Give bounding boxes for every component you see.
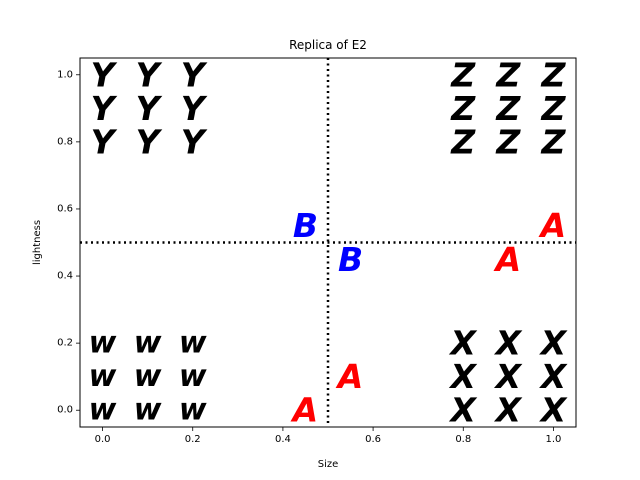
marker-z-9: Z: [450, 55, 476, 94]
marker-x-29: X: [539, 324, 568, 363]
chart-title: Replica of E2: [289, 38, 367, 52]
marker-z-16: Z: [495, 122, 521, 161]
marker-b-37: B: [338, 240, 363, 279]
x-tick-label: 0.4: [275, 434, 291, 445]
marker-z-17: Z: [540, 122, 566, 161]
marker-w-25: w: [134, 393, 162, 428]
marker-x-27: X: [449, 324, 478, 363]
marker-x-35: X: [539, 391, 568, 430]
x-tick-label: 0.0: [95, 434, 111, 445]
y-tick-label: 0.4: [57, 271, 73, 282]
marker-x-30: X: [449, 357, 478, 396]
marker-w-18: w: [89, 326, 117, 361]
x-tick-label: 0.2: [185, 434, 201, 445]
marker-w-26: w: [179, 393, 207, 428]
marker-y-8: Y: [181, 122, 208, 161]
y-axis-label: lightness: [32, 220, 43, 265]
marker-y-3: Y: [91, 89, 118, 128]
y-tick-label: 0.2: [57, 338, 73, 349]
marker-w-20: w: [179, 326, 207, 361]
marker-a-38: A: [538, 206, 567, 245]
marker-y-5: Y: [181, 89, 208, 128]
reference-lines: [80, 58, 576, 427]
x-tick-label: 1.0: [546, 434, 562, 445]
marker-y-2: Y: [181, 55, 208, 94]
marker-x-31: X: [494, 357, 523, 396]
x-axis-label: Size: [318, 459, 339, 470]
marker-w-23: w: [179, 359, 207, 394]
marker-w-21: w: [89, 359, 117, 394]
marker-z-14: Z: [540, 89, 566, 128]
y-tick-label: 1.0: [57, 69, 73, 80]
marker-y-7: Y: [136, 122, 163, 161]
marker-w-22: w: [134, 359, 162, 394]
y-axis-ticks: 0.0 0.2 0.4 0.6 0.8 1.0: [57, 69, 80, 416]
x-axis-ticks: 0.0 0.2 0.4 0.6 0.8 1.0: [95, 427, 562, 445]
marker-x-34: X: [494, 391, 523, 430]
marker-x-33: X: [449, 391, 478, 430]
marker-x-32: X: [539, 357, 568, 396]
y-tick-label: 0.0: [57, 405, 73, 416]
marker-z-12: Z: [450, 89, 476, 128]
marker-z-13: Z: [495, 89, 521, 128]
marker-z-10: Z: [495, 55, 521, 94]
marker-y-6: Y: [91, 122, 118, 161]
marker-z-15: Z: [450, 122, 476, 161]
marker-b-36: B: [293, 206, 318, 245]
marker-x-28: X: [494, 324, 523, 363]
marker-y-1: Y: [136, 55, 163, 94]
x-tick-label: 0.6: [365, 434, 381, 445]
marker-w-24: w: [89, 393, 117, 428]
y-tick-label: 0.8: [57, 136, 73, 147]
plot-frame: [79, 57, 577, 428]
marker-z-11: Z: [540, 55, 566, 94]
plot-markers: Y Y YY Y YY Y YZ Z ZZ Z ZZ Z Zw w ww w ww w wX X XX X XX X XBBAA…: [89, 55, 568, 429]
marker-a-39: A: [493, 240, 522, 279]
x-tick-label: 0.8: [455, 434, 471, 445]
marker-a-40: A: [335, 357, 364, 396]
marker-w-19: w: [134, 326, 162, 361]
marker-y-4: Y: [136, 89, 163, 128]
y-tick-label: 0.6: [57, 203, 73, 214]
marker-a-41: A: [290, 391, 319, 430]
marker-y-0: Y: [91, 55, 118, 94]
